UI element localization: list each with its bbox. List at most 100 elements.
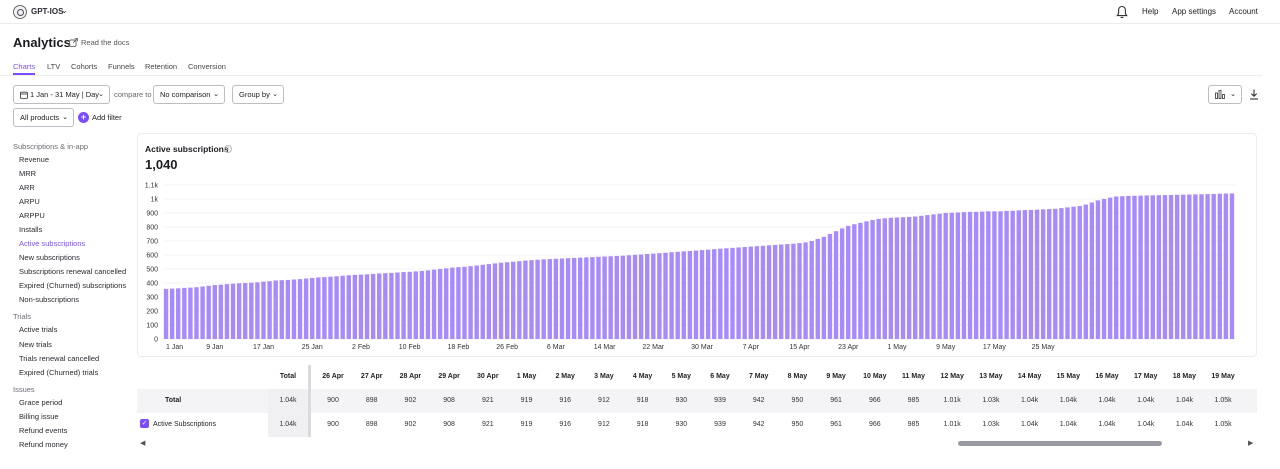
- chart-bar[interactable]: [206, 285, 211, 339]
- chart-bar[interactable]: [584, 257, 589, 339]
- chart-bar[interactable]: [626, 255, 632, 339]
- column-header-date[interactable]: 27 Apr: [360, 373, 383, 380]
- chart-bar[interactable]: [1083, 204, 1088, 339]
- chart-bar[interactable]: [809, 241, 814, 339]
- chart-bar[interactable]: [1059, 208, 1064, 339]
- chart-bar[interactable]: [632, 254, 638, 339]
- sidebar-item-installs[interactable]: Installs: [19, 225, 43, 234]
- chart-bar[interactable]: [401, 272, 406, 339]
- account-link[interactable]: Account: [1229, 7, 1258, 16]
- chart-bar[interactable]: [243, 283, 248, 339]
- chart-bar[interactable]: [894, 217, 900, 339]
- chart-bar[interactable]: [815, 238, 820, 339]
- chart-bar[interactable]: [480, 264, 485, 339]
- chart-bar[interactable]: [1205, 194, 1210, 339]
- chart-bar[interactable]: [803, 242, 808, 339]
- chart-bar[interactable]: [1065, 207, 1070, 339]
- column-header-date[interactable]: 3 May: [594, 373, 614, 380]
- chart-bar[interactable]: [846, 225, 851, 339]
- chart-bar[interactable]: [346, 275, 351, 339]
- chart-bar[interactable]: [334, 276, 339, 339]
- chart-bar[interactable]: [833, 231, 839, 339]
- tab-funnels[interactable]: Funnels: [108, 62, 135, 71]
- column-header-date[interactable]: 7 May: [748, 373, 769, 380]
- sidebar-item-revenue[interactable]: Revenue: [19, 155, 50, 164]
- chart-bar[interactable]: [900, 217, 906, 339]
- read-docs-link[interactable]: Read the docs: [81, 38, 130, 47]
- chart-bar[interactable]: [285, 279, 291, 339]
- chart-bar[interactable]: [176, 288, 181, 339]
- column-header-date[interactable]: 13 May: [979, 373, 1003, 380]
- chart-bar[interactable]: [736, 247, 741, 339]
- chart-bar[interactable]: [718, 248, 723, 339]
- chart-bar[interactable]: [681, 251, 686, 339]
- chart-bar[interactable]: [322, 277, 327, 339]
- chart-bar[interactable]: [1053, 208, 1058, 339]
- info-icon[interactable]: i: [224, 145, 232, 153]
- chart-bar[interactable]: [511, 261, 516, 339]
- chart-bar[interactable]: [413, 271, 418, 339]
- chart-bar[interactable]: [821, 236, 827, 339]
- chart-bar[interactable]: [303, 278, 309, 339]
- chart-bar[interactable]: [1126, 195, 1131, 339]
- sidebar-item-billing-issue[interactable]: Billing issue: [19, 412, 59, 421]
- chart-bar[interactable]: [571, 257, 577, 339]
- chart-bar[interactable]: [712, 249, 717, 339]
- chart-bar[interactable]: [1114, 196, 1119, 339]
- chart-bar[interactable]: [529, 260, 534, 339]
- chart-bar[interactable]: [779, 244, 784, 340]
- sidebar-item-arppu[interactable]: ARPPU: [19, 211, 45, 220]
- chart-bar[interactable]: [425, 270, 431, 339]
- help-link[interactable]: Help: [1142, 7, 1159, 16]
- chart-bar[interactable]: [389, 272, 394, 339]
- chart-bar[interactable]: [212, 285, 217, 339]
- chart-bar[interactable]: [961, 212, 967, 339]
- scroll-left-icon[interactable]: ◀: [140, 440, 146, 447]
- chart-bar[interactable]: [249, 282, 254, 339]
- column-header-total[interactable]: Total: [279, 373, 297, 380]
- chart-bar[interactable]: [492, 263, 498, 339]
- column-header-date[interactable]: 14 May: [1017, 373, 1042, 380]
- chart-bar[interactable]: [328, 276, 333, 339]
- chart-bar[interactable]: [267, 281, 272, 339]
- sidebar-item-refund-events[interactable]: Refund events: [19, 426, 68, 435]
- chart-bar[interactable]: [1132, 195, 1137, 339]
- chart-bar[interactable]: [742, 247, 747, 339]
- chart-bar[interactable]: [675, 251, 680, 339]
- chart-bar[interactable]: [1004, 210, 1009, 339]
- chart-bar[interactable]: [559, 258, 565, 340]
- chart-bar[interactable]: [888, 217, 894, 339]
- chart-bar[interactable]: [748, 246, 753, 339]
- chart-bar[interactable]: [980, 211, 985, 339]
- scrollbar-thumb[interactable]: [958, 441, 1162, 446]
- sidebar-item-new-subscriptions[interactable]: New subscriptions: [19, 253, 80, 262]
- app-logo-icon[interactable]: [13, 5, 27, 19]
- column-header-date[interactable]: 19 May: [1211, 373, 1235, 380]
- chart-bar[interactable]: [1174, 194, 1180, 339]
- chart-bar[interactable]: [547, 259, 552, 339]
- chart-bar[interactable]: [919, 215, 924, 339]
- chart-bar[interactable]: [407, 271, 412, 339]
- chart-bar[interactable]: [340, 275, 345, 339]
- chart-bar[interactable]: [590, 257, 595, 339]
- add-filter-icon[interactable]: +: [78, 112, 89, 123]
- chart-bar[interactable]: [504, 262, 510, 339]
- sidebar-item-arpu[interactable]: ARPU: [19, 197, 40, 206]
- chart-bar[interactable]: [669, 252, 674, 339]
- chart-bar[interactable]: [377, 273, 382, 339]
- sidebar-item-mrr[interactable]: MRR: [19, 169, 37, 178]
- chart-bar[interactable]: [882, 218, 887, 339]
- chart-bar[interactable]: [906, 216, 912, 339]
- chart-bar[interactable]: [1223, 193, 1229, 339]
- column-header-date[interactable]: 4 May: [632, 373, 653, 380]
- chart-bar[interactable]: [943, 213, 948, 339]
- column-header-date[interactable]: 2 May: [555, 373, 575, 380]
- chart-bar[interactable]: [608, 256, 613, 339]
- chart-bar[interactable]: [602, 256, 607, 339]
- chart-bar[interactable]: [1071, 206, 1076, 339]
- chart-bar[interactable]: [864, 221, 869, 339]
- chart-bar[interactable]: [754, 246, 760, 339]
- scroll-right-icon[interactable]: ▶: [1248, 440, 1254, 447]
- add-filter-button[interactable]: Add filter: [92, 113, 122, 122]
- external-link-icon[interactable]: [69, 38, 78, 47]
